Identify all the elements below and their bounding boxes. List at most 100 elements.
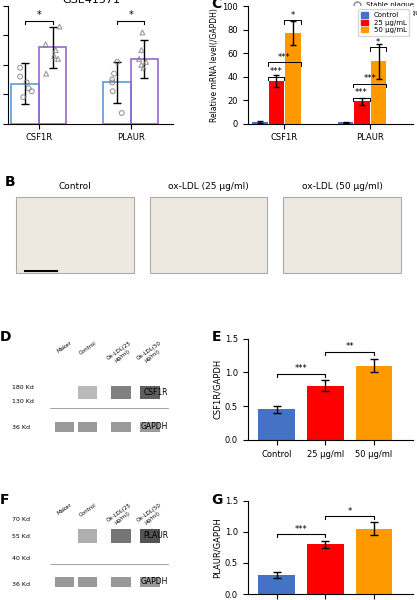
Text: 36 Kd: 36 Kd (12, 582, 30, 587)
Bar (356, 529, 392, 594)
Text: Control: Control (59, 182, 91, 191)
Text: *: * (348, 506, 352, 515)
Title: GSE41571: GSE41571 (62, 0, 120, 5)
Point (109, 86, 116, 96)
Bar (354, 101, 370, 124)
Legend: Control, 25 μg/mL, 50 μg/mL: Control, 25 μg/mL, 50 μg/mL (358, 10, 409, 36)
Bar (371, 61, 386, 124)
Text: *: * (290, 11, 294, 20)
Text: B: B (4, 175, 15, 189)
Text: CSF1R: CSF1R (144, 388, 168, 397)
Bar (259, 409, 295, 440)
Text: C: C (211, 0, 222, 11)
Bar (55, 386, 74, 400)
Text: *: * (376, 38, 380, 47)
Text: GAPDH: GAPDH (141, 577, 168, 586)
Text: Ox-LDL(50
μg/ml): Ox-LDL(50 μg/ml) (136, 503, 165, 528)
Bar (103, 82, 131, 124)
Text: ***: *** (269, 67, 282, 76)
Text: Ox-LDL(50
μg/ml): Ox-LDL(50 μg/ml) (136, 341, 165, 366)
Point (51, 51, 58, 61)
Y-axis label: CSF1R/GAPDH: CSF1R/GAPDH (213, 359, 222, 419)
Text: 180 Kd: 180 Kd (12, 385, 33, 389)
Bar (356, 365, 392, 440)
Text: ox-LDL (25 μg/ml): ox-LDL (25 μg/ml) (168, 182, 249, 191)
Point (111, 69, 117, 79)
Text: Control: Control (78, 341, 97, 356)
Text: GAPDH: GAPDH (141, 422, 168, 431)
Text: ***: *** (278, 53, 291, 62)
Bar (78, 577, 98, 587)
Text: ***: *** (355, 88, 368, 97)
Text: E: E (211, 331, 221, 344)
Text: ***: *** (295, 364, 307, 373)
Bar (307, 544, 344, 594)
Bar (78, 529, 98, 543)
Bar (252, 122, 268, 124)
Point (43, 69, 50, 79)
Text: Maker: Maker (56, 341, 73, 354)
Point (55, 54, 61, 64)
Text: D: D (0, 331, 12, 344)
Bar (111, 422, 131, 432)
Bar (78, 422, 98, 432)
Bar (39, 47, 66, 124)
Point (118, 108, 125, 118)
Point (136, 54, 143, 64)
Text: Ox-LDL(25
μg/ml): Ox-LDL(25 μg/ml) (106, 341, 136, 366)
Point (138, 46, 145, 55)
Text: 70 Kd: 70 Kd (12, 517, 30, 522)
Point (114, 57, 121, 67)
Text: Ox-LDL(25
μg/ml): Ox-LDL(25 μg/ml) (106, 503, 136, 528)
Bar (141, 577, 160, 587)
Text: ***: *** (295, 524, 307, 533)
Text: *: * (37, 10, 41, 20)
Bar (338, 122, 353, 124)
Point (53, 46, 59, 55)
Text: Maker: Maker (56, 503, 73, 516)
Bar (307, 386, 344, 440)
Point (28, 86, 35, 96)
Point (140, 63, 147, 73)
Bar (259, 575, 295, 594)
Text: 130 Kd: 130 Kd (12, 399, 33, 404)
Bar (150, 197, 267, 273)
Point (42, 40, 49, 49)
Point (143, 57, 149, 67)
Legend: Stable plaque, Ruptured plaque: Stable plaque, Ruptured plaque (352, 0, 417, 19)
Bar (141, 529, 160, 543)
Bar (16, 197, 134, 273)
Bar (285, 33, 301, 124)
Bar (131, 59, 158, 124)
Point (56, 22, 63, 31)
Text: ***: *** (363, 74, 376, 83)
Bar (111, 529, 131, 543)
Point (25, 83, 32, 93)
Point (17, 63, 23, 73)
Bar (141, 386, 160, 400)
Text: **: ** (345, 343, 354, 352)
Bar (55, 577, 74, 587)
Y-axis label: Relative mRNA level(/GAPDH): Relative mRNA level(/GAPDH) (211, 8, 219, 122)
Text: Control: Control (78, 503, 97, 518)
Point (23, 77, 30, 87)
Bar (269, 81, 284, 124)
Text: 40 Kd: 40 Kd (12, 556, 30, 561)
Bar (11, 83, 39, 124)
Point (138, 60, 145, 70)
Text: F: F (0, 493, 10, 507)
Point (109, 77, 116, 87)
Bar (78, 386, 98, 400)
Y-axis label: PLAUR/GAPDH: PLAUR/GAPDH (213, 517, 222, 578)
Bar (141, 422, 160, 432)
Text: PLAUR: PLAUR (143, 531, 168, 540)
Bar (111, 386, 131, 400)
Bar (111, 577, 131, 587)
Text: 36 Kd: 36 Kd (12, 425, 30, 430)
Point (17, 72, 23, 82)
Text: 55 Kd: 55 Kd (12, 533, 30, 539)
Bar (284, 197, 401, 273)
Bar (55, 529, 74, 543)
Text: *: * (128, 10, 133, 20)
Text: G: G (211, 493, 223, 507)
